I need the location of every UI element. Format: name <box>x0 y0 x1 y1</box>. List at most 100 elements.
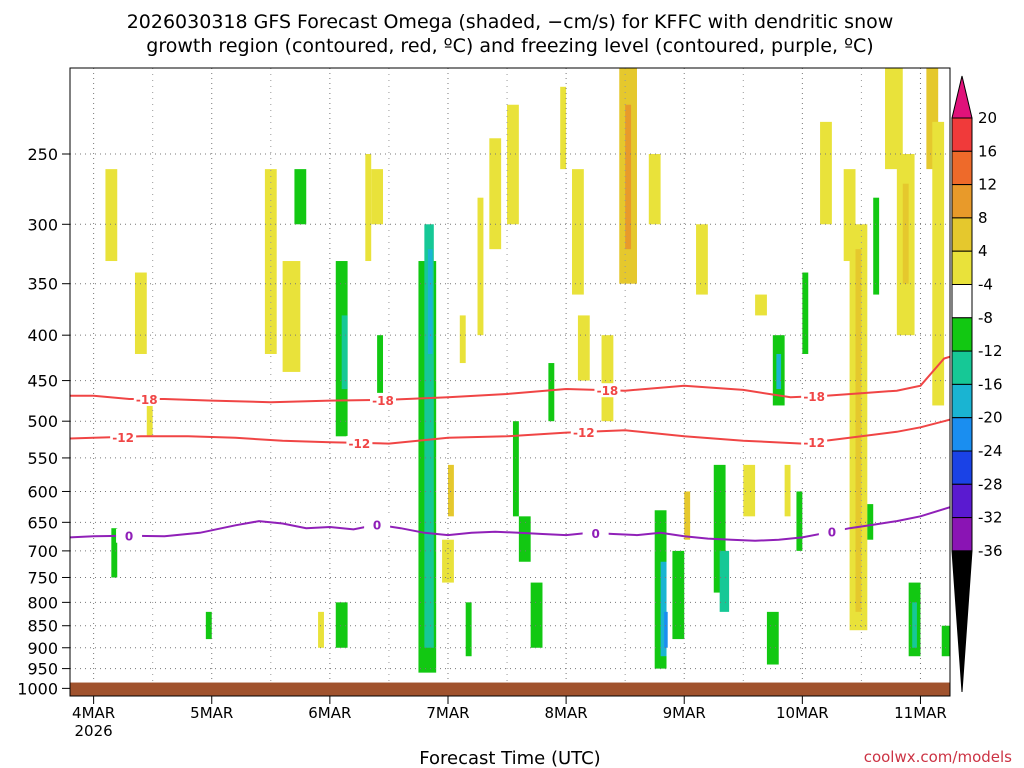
contour-label-bg <box>801 389 828 404</box>
omega-cell <box>548 363 555 422</box>
x-tick-label-6MAR: 6MAR <box>308 704 351 722</box>
chart-title-line-2: growth region (contoured, red, ºC) and f… <box>146 35 873 57</box>
omega-cell <box>577 315 590 381</box>
contour-lines: -18 -18 -18 -18 -12 -12 -12 -12 0 0 0 0 <box>70 355 950 544</box>
contour-label-bg <box>594 383 621 398</box>
omega-cell <box>684 491 691 540</box>
omega-cell <box>719 550 730 612</box>
contour-label: 0 <box>125 530 133 544</box>
colorbar-swatch <box>951 117 973 152</box>
colorbar-swatch <box>951 284 973 319</box>
omega-cell <box>507 104 519 225</box>
omega-cell <box>743 464 756 517</box>
omega-cell <box>784 464 791 517</box>
omega-cell <box>912 602 917 648</box>
colorbar-label--24: -24 <box>978 442 1003 460</box>
omega-cell <box>843 169 856 262</box>
y-tick-label-900: 900 <box>27 639 58 658</box>
y-tick-label-550: 550 <box>27 449 58 468</box>
omega-cell <box>459 315 466 364</box>
contour-label: -12 <box>803 436 825 450</box>
omega-cell <box>926 68 939 170</box>
colorbar-label--4: -4 <box>978 276 993 294</box>
colorbar-swatch <box>951 217 973 252</box>
colorbar-swatch <box>951 317 973 352</box>
omega-cell <box>518 516 531 562</box>
colorbar-label-12: 12 <box>978 176 997 194</box>
omega-cell <box>530 582 543 648</box>
y-tick-label-1000: 1000 <box>17 679 58 698</box>
omega-cell <box>477 197 484 336</box>
contour-label: 0 <box>591 527 599 541</box>
y-tick-label-350: 350 <box>27 275 58 294</box>
colorbar-swatch <box>951 417 973 452</box>
omega-cell <box>941 625 950 657</box>
colorbar-bottom-arrow <box>951 550 973 693</box>
contour-label-bg <box>370 392 397 407</box>
omega-cell <box>427 249 433 354</box>
x-tick-label-7MAR: 7MAR <box>426 704 469 722</box>
contour-label-bg <box>364 517 391 532</box>
omega-cell <box>696 224 708 295</box>
omega-cell <box>371 169 384 225</box>
omega-cell <box>625 104 632 250</box>
credit-text: coolwx.com/models <box>864 748 1012 766</box>
contour-label-bg <box>801 435 828 450</box>
omega-cell <box>377 335 384 406</box>
omega-cell <box>873 197 880 295</box>
y-tick-label-250: 250 <box>27 145 58 164</box>
colorbar-label--20: -20 <box>978 409 1003 427</box>
omega-cell <box>341 315 348 390</box>
colorbar-swatch <box>951 483 973 519</box>
omega-cell <box>766 611 779 665</box>
omega-cell <box>146 405 153 437</box>
contour-label-bg <box>582 526 609 541</box>
omega-cell <box>755 294 767 316</box>
colorbar-label--16: -16 <box>978 375 1003 393</box>
y-tick-label-650: 650 <box>27 513 58 532</box>
y-tick-label-600: 600 <box>27 482 58 501</box>
omega-cell <box>134 272 147 354</box>
minus18-contour <box>70 355 950 404</box>
y-tick-label-300: 300 <box>27 215 58 234</box>
y-tick-label-750: 750 <box>27 568 58 587</box>
contour-label: 0 <box>828 526 836 540</box>
contour-label: -18 <box>136 393 158 407</box>
y-tick-label-400: 400 <box>27 326 58 345</box>
contour-label: -12 <box>573 426 595 440</box>
contour-label-bg <box>346 435 373 450</box>
y-tick-label-500: 500 <box>27 412 58 431</box>
minus12-contour <box>70 418 950 445</box>
omega-cell <box>447 464 454 517</box>
colorbar-swatch <box>951 517 973 552</box>
omega-cell <box>902 183 909 284</box>
chart-title-line-1: 2026030318 GFS Forecast Omega (shaded, −… <box>127 11 894 33</box>
colorbar-label--32: -32 <box>978 509 1003 527</box>
contour-label-bg <box>110 429 137 444</box>
omega-cell <box>424 224 434 648</box>
contour-label: -18 <box>597 384 619 398</box>
omega-cell <box>442 539 454 583</box>
colorbar-label--36: -36 <box>978 542 1003 560</box>
omega-cell <box>489 138 502 250</box>
omega-cell <box>648 154 661 225</box>
omega-cell <box>932 121 945 406</box>
x-tick-year: 2026 <box>75 722 113 740</box>
omega-cell <box>465 602 472 657</box>
omega-cell <box>512 421 519 517</box>
contour-label-bg <box>116 528 143 543</box>
contour-label: -12 <box>349 437 371 451</box>
contour-label: -18 <box>372 394 394 408</box>
x-tick-label-8MAR: 8MAR <box>545 704 588 722</box>
colorbar-label-4: 4 <box>978 242 988 260</box>
x-tick-label-9MAR: 9MAR <box>663 704 706 722</box>
colorbar-label--28: -28 <box>978 475 1003 493</box>
omega-cell <box>282 261 301 372</box>
omega-cell <box>365 154 372 262</box>
x-tick-label-4MAR: 4MAR <box>72 704 115 722</box>
omega-cell <box>335 602 348 648</box>
omega-cell <box>664 611 668 648</box>
contour-label: -12 <box>112 431 134 445</box>
terrain-surface <box>70 682 950 696</box>
